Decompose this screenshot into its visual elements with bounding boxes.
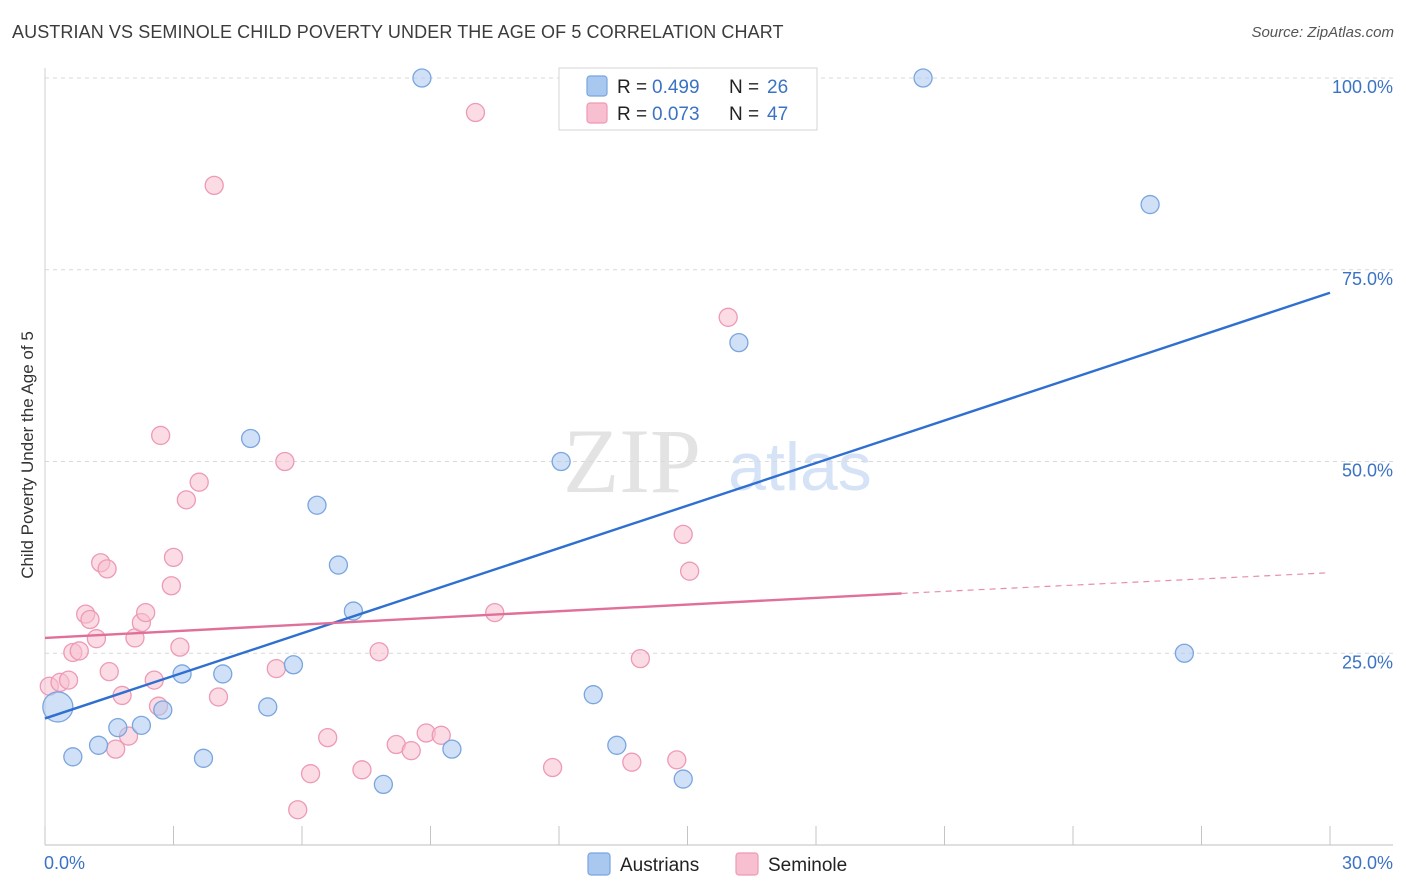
seminole-point-31 <box>318 727 338 748</box>
seminole-point-44 <box>673 524 693 545</box>
x-axis <box>44 68 1393 846</box>
seminole-point-26 <box>208 687 229 707</box>
austrians-point-5 <box>153 700 173 720</box>
austrians-point-25 <box>1174 643 1195 663</box>
trend-lines <box>44 291 1331 720</box>
seminole-point-41 <box>622 752 642 772</box>
austrians-point-22 <box>729 332 749 353</box>
legend-n-value-seminole: 47 <box>767 104 788 125</box>
seminole-point-7 <box>86 629 107 649</box>
bottom-legend-label-seminole: Seminole <box>768 855 847 876</box>
y-axis-label: Child Poverty Under the Age of 5 <box>18 331 37 579</box>
seminole-point-23 <box>176 490 197 510</box>
seminole-point-19 <box>150 425 171 446</box>
austrians-point-2 <box>88 735 109 755</box>
source-label: Source: ZipAtlas.com <box>1251 24 1394 41</box>
seminole-point-25 <box>204 175 224 196</box>
austrians-point-16 <box>412 68 432 88</box>
austrians-point-7 <box>193 748 214 768</box>
seminole-point-20 <box>161 576 182 596</box>
seminole-trend-extension <box>901 572 1331 595</box>
austrians-point-8 <box>213 664 233 684</box>
austrians-point-18 <box>551 451 571 472</box>
legend-n-label-austrians: N = <box>729 77 764 98</box>
seminole-point-30 <box>300 764 321 784</box>
legend-swatch-seminole <box>586 102 608 124</box>
austrians-point-11 <box>283 655 304 675</box>
seminole-point-40 <box>542 757 563 778</box>
legend: R = 0.499 N = 26 R = 0.073 N = 47 <box>558 67 818 131</box>
seminole-point-2 <box>58 670 79 690</box>
austrians-point-20 <box>607 735 627 755</box>
y-tick-label-75: 75.0% <box>1342 269 1393 289</box>
bottom-legend: Austrians Seminole <box>587 852 847 876</box>
seminole-point-28 <box>275 451 295 472</box>
seminole-point-39 <box>485 602 505 623</box>
seminole-point-22 <box>170 637 190 657</box>
austrians-point-24 <box>1140 194 1160 215</box>
chart-title: AUSTRIAN VS SEMINOLE CHILD POVERTY UNDER… <box>12 22 784 42</box>
bottom-legend-swatch-austrians <box>587 852 611 876</box>
seminole-point-45 <box>679 561 700 581</box>
seminole-point-16 <box>136 602 156 623</box>
seminole-point-6 <box>80 609 100 630</box>
legend-swatch-austrians <box>586 75 608 97</box>
seminole-point-32 <box>352 760 372 780</box>
bottom-legend-swatch-seminole <box>735 852 759 876</box>
seminole-trend-line <box>44 592 902 640</box>
y-tick-labels: 25.0% 50.0% 75.0% 100.0% <box>1332 77 1393 672</box>
seminole-point-42 <box>630 648 651 669</box>
seminole-point-24 <box>189 472 209 492</box>
austrians-point-3 <box>108 717 128 738</box>
austrians-point-12 <box>307 495 327 515</box>
seminole-point-43 <box>667 750 687 770</box>
seminole-point-38 <box>465 102 486 123</box>
legend-n-value-austrians: 26 <box>767 77 788 98</box>
austrians-point-13 <box>328 555 349 575</box>
austrians-point-23 <box>913 68 933 88</box>
y-tick-label-50: 50.0% <box>1342 461 1393 481</box>
legend-r-value-seminole: 0.073 <box>652 104 700 125</box>
legend-n-label-seminole: N = <box>729 104 764 125</box>
seminole-point-29 <box>288 800 308 820</box>
grid-lines <box>45 77 1393 654</box>
austrians-trend-line <box>44 291 1331 720</box>
legend-r-value-austrians: 0.499 <box>652 77 700 98</box>
seminole-point-9 <box>97 559 117 579</box>
austrians-point-15 <box>373 774 394 795</box>
seminole-point-46 <box>718 307 738 327</box>
austrians-point-21 <box>673 769 693 789</box>
austrians-point-17 <box>442 739 462 759</box>
austrians-point-4 <box>131 715 152 735</box>
seminole-point-37 <box>431 725 451 745</box>
bottom-legend-label-austrians: Austrians <box>620 855 699 876</box>
legend-r-label-seminole: R = <box>617 104 652 125</box>
data-points <box>39 68 1195 820</box>
seminole-point-27 <box>266 658 286 679</box>
x-tick-label-max: 30.0% <box>1342 853 1393 873</box>
austrians-point-19 <box>583 685 603 705</box>
seminole-point-35 <box>401 741 421 761</box>
austrians-point-0 <box>42 691 74 723</box>
watermark-atlas: atlas <box>728 429 872 505</box>
x-tick-label-min: 0.0% <box>44 853 85 873</box>
y-tick-label-25: 25.0% <box>1342 652 1393 672</box>
seminole-point-21 <box>163 547 184 568</box>
seminole-point-10 <box>99 662 119 682</box>
seminole-point-33 <box>369 642 389 662</box>
austrians-point-9 <box>240 428 261 449</box>
seminole-point-4 <box>69 641 89 661</box>
legend-r-label-austrians: R = <box>617 77 652 98</box>
austrians-point-10 <box>258 697 278 717</box>
y-tick-label-100: 100.0% <box>1332 77 1393 97</box>
austrians-point-1 <box>63 747 83 767</box>
